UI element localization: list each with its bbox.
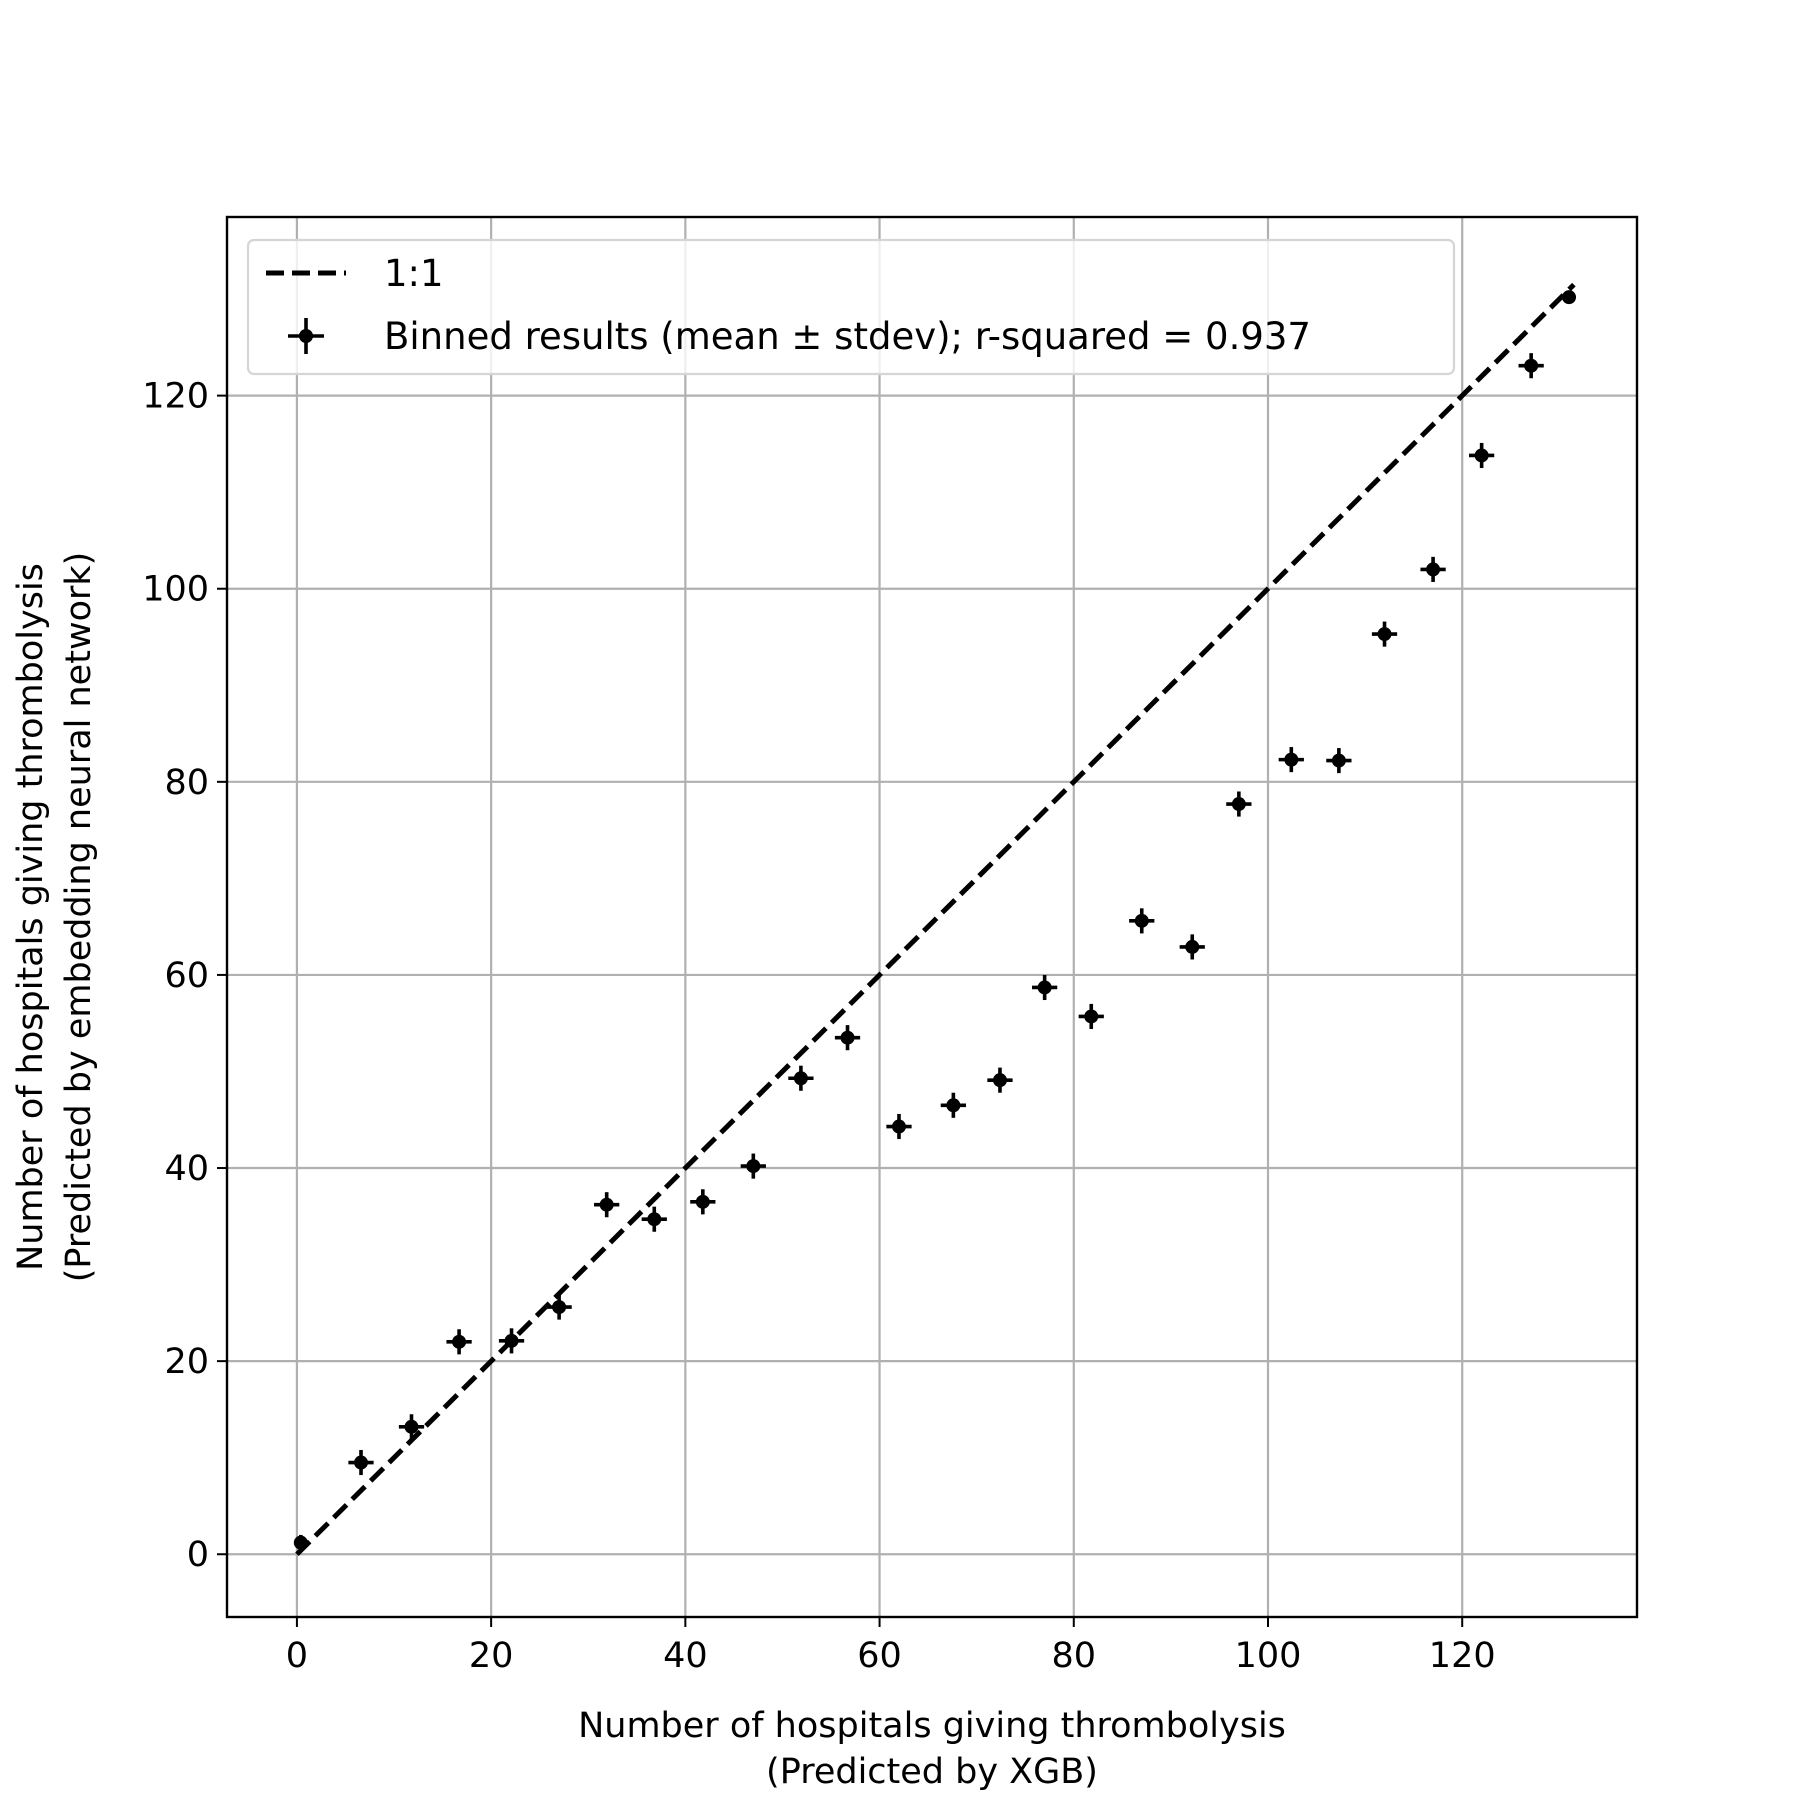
data-point — [348, 1449, 374, 1476]
data-point — [834, 1025, 861, 1051]
data-point — [398, 1414, 425, 1440]
y-tick-label: 20 — [164, 1342, 209, 1382]
legend-box — [246, 238, 1456, 376]
point-marker — [946, 1098, 961, 1113]
y-axis-ticks: 0 20 40 60 80 100 120 — [142, 377, 227, 1575]
point-marker — [354, 1455, 369, 1470]
legend: 1:1 Binned results (mean ± stdev); r-squ… — [246, 238, 1456, 376]
point-marker — [1284, 752, 1299, 767]
plot-frame — [225, 215, 1639, 1619]
x-tick-label: 100 — [1235, 1636, 1302, 1676]
data-point — [498, 1328, 525, 1354]
point-marker — [1524, 358, 1539, 373]
data-point — [546, 1294, 572, 1320]
data-points — [293, 290, 1577, 1551]
data-point — [940, 1092, 966, 1118]
data-point — [886, 1113, 912, 1140]
point-marker — [1474, 448, 1489, 463]
data-point — [1278, 747, 1304, 773]
x-tick-label: 40 — [663, 1636, 708, 1676]
data-point — [1371, 621, 1398, 647]
point-marker — [891, 1119, 906, 1134]
point-marker — [695, 1194, 710, 1209]
data-point — [1226, 791, 1252, 817]
x-tick-label: 120 — [1429, 1636, 1496, 1676]
y-axis-label-line-2: (Predicted by embedding neural network) — [59, 552, 99, 1283]
x-tick-label: 0 — [286, 1636, 308, 1676]
point-marker — [504, 1333, 519, 1348]
data-point — [446, 1329, 472, 1355]
data-point — [1179, 934, 1205, 960]
data-point — [594, 1192, 620, 1218]
point-marker — [1084, 1009, 1099, 1024]
point-marker — [452, 1334, 467, 1349]
x-axis-label-line-1: Number of hospitals giving thrombolysis — [578, 1706, 1286, 1746]
reference-line-1to1 — [295, 282, 1576, 1557]
data-point — [987, 1067, 1013, 1093]
data-point — [1562, 290, 1577, 305]
data-point — [1032, 974, 1058, 1001]
grid — [227, 217, 1637, 1617]
legend-binned-marker-sample — [288, 318, 324, 354]
x-axis-ticks: 0 20 40 60 80 100 120 — [286, 1617, 1496, 1676]
data-point — [1129, 908, 1155, 934]
data-point — [740, 1153, 766, 1179]
data-point — [1469, 442, 1495, 469]
point-marker — [293, 1535, 308, 1550]
y-tick-label: 0 — [187, 1535, 209, 1575]
y-tick-label: 100 — [142, 570, 209, 610]
point-marker — [840, 1030, 855, 1045]
point-marker — [746, 1159, 761, 1174]
y-tick-label: 60 — [164, 956, 209, 996]
y-tick-label: 40 — [164, 1149, 209, 1189]
data-point — [293, 1534, 308, 1551]
point-marker — [1426, 562, 1441, 577]
x-tick-label: 60 — [857, 1636, 902, 1676]
data-point — [1078, 1003, 1104, 1029]
point-marker — [647, 1212, 662, 1227]
point-marker — [1377, 627, 1392, 642]
point-marker — [404, 1419, 419, 1434]
data-point — [1420, 556, 1446, 582]
data-point — [641, 1206, 667, 1232]
point-marker — [1134, 913, 1149, 928]
y-tick-label: 80 — [164, 763, 209, 803]
y-axis-label-line-1: Number of hospitals giving thrombolysis — [11, 563, 51, 1271]
point-marker — [1231, 797, 1246, 812]
data-point — [1518, 353, 1544, 379]
reference-line-layer — [295, 282, 1576, 1557]
point-marker — [1185, 939, 1200, 954]
x-tick-label: 80 — [1052, 1636, 1097, 1676]
point-marker — [1562, 290, 1577, 305]
data-point — [690, 1189, 716, 1215]
point-marker — [793, 1071, 808, 1086]
legend-binned-label: Binned results (mean ± stdev); r-squared… — [384, 315, 1311, 358]
point-marker — [599, 1197, 614, 1212]
point-marker — [1037, 980, 1052, 995]
x-axis-label-line-2: (Predicted by XGB) — [766, 1752, 1098, 1792]
point-marker — [552, 1300, 567, 1315]
data-point — [788, 1065, 814, 1091]
x-tick-label: 20 — [469, 1636, 514, 1676]
data-point — [1326, 748, 1352, 774]
y-tick-label: 120 — [142, 377, 209, 417]
point-marker — [992, 1073, 1007, 1088]
point-marker — [1331, 753, 1346, 768]
legend-1to1-label: 1:1 — [384, 252, 444, 295]
